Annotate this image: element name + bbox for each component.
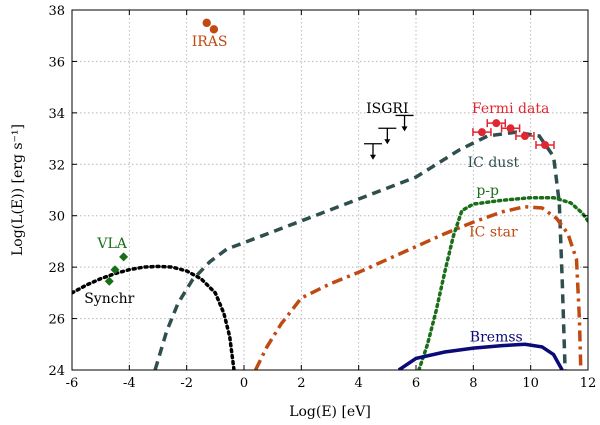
annotation-ic-star: IC star bbox=[469, 224, 518, 240]
x-tick-label: 10 bbox=[522, 376, 539, 391]
annotation-p-p: p-p bbox=[476, 183, 499, 199]
vla-point bbox=[104, 276, 114, 286]
annotations: IRAS Fermi data ISGRI IC dust p-p IC star VLA S… bbox=[84, 34, 549, 346]
x-tick-label: 4 bbox=[355, 376, 363, 391]
vla-point bbox=[119, 252, 129, 262]
iras-point bbox=[209, 25, 219, 34]
isgri-upper-limit-arrow bbox=[401, 126, 408, 132]
data-points bbox=[104, 18, 555, 286]
fermi-data-point bbox=[477, 128, 486, 137]
x-tick-label: 0 bbox=[240, 376, 248, 391]
vla-point bbox=[110, 265, 120, 275]
annotation-synchr: Synchr bbox=[84, 291, 134, 307]
iras-point bbox=[202, 18, 211, 28]
x-tick-label: 12 bbox=[580, 376, 597, 391]
annotation-isgri: ISGRI bbox=[366, 101, 408, 117]
y-tick-label: 36 bbox=[48, 55, 65, 70]
annotation-vla: VLA bbox=[96, 236, 127, 252]
fermi-data-point bbox=[492, 119, 501, 128]
annotation-iras: IRAS bbox=[192, 34, 228, 50]
series-lines bbox=[72, 130, 588, 370]
series-ic-star bbox=[253, 204, 583, 370]
annotation-ic-dust: IC dust bbox=[468, 155, 520, 171]
isgri-upper-limit-arrow bbox=[370, 154, 376, 160]
upper-limits bbox=[364, 114, 414, 160]
x-tick-label: -4 bbox=[123, 376, 136, 391]
y-tick-label: 26 bbox=[48, 313, 65, 328]
series-ic-dust bbox=[153, 130, 567, 370]
x-tick-label: 2 bbox=[297, 376, 305, 391]
grid bbox=[72, 10, 588, 370]
y-tick-label: 30 bbox=[48, 210, 65, 225]
y-axis-label: Log(L(E)) [erg s⁻¹] bbox=[10, 124, 26, 256]
x-tick-label: 6 bbox=[412, 376, 420, 391]
y-tick-label: 34 bbox=[48, 107, 65, 122]
annotation-fermi-data: Fermi data bbox=[472, 101, 549, 117]
fermi-data-point bbox=[541, 141, 549, 149]
y-tick-label: 38 bbox=[48, 4, 65, 19]
x-tick-label: -2 bbox=[180, 376, 193, 391]
annotation-bremss: Bremss bbox=[470, 330, 523, 346]
x-tick-label: -6 bbox=[66, 376, 79, 391]
series-synchr bbox=[72, 264, 236, 370]
y-tick-label: 32 bbox=[48, 158, 65, 173]
series-p-p bbox=[417, 195, 588, 370]
fermi-data-point bbox=[506, 124, 515, 133]
y-tick-label: 24 bbox=[48, 364, 65, 379]
isgri-upper-limit-arrow bbox=[384, 139, 391, 145]
x-axis-label: Log(E) [eV] bbox=[289, 404, 371, 420]
y-tick-label: 28 bbox=[48, 261, 65, 276]
plot-frame bbox=[71, 9, 589, 371]
series-bremss bbox=[397, 342, 564, 370]
x-tick-label: 8 bbox=[469, 376, 477, 391]
fermi-data-point bbox=[520, 132, 529, 140]
